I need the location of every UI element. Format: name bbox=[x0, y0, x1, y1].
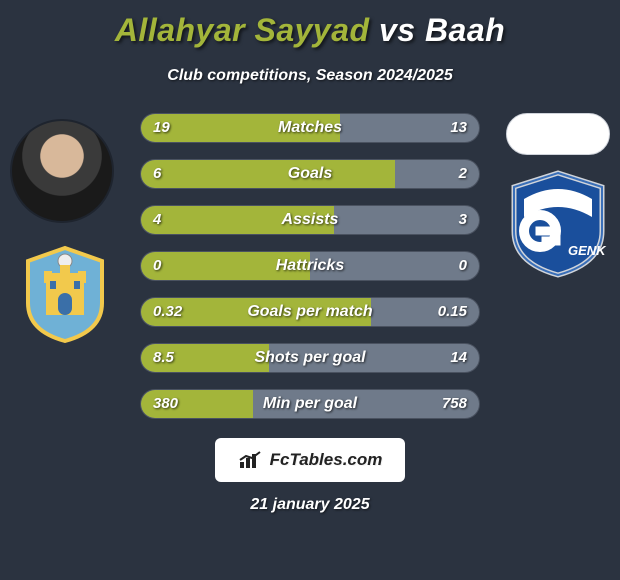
vs-text: vs bbox=[379, 12, 416, 48]
stat-value-right: 0.15 bbox=[438, 298, 467, 326]
stat-value-right: 14 bbox=[450, 344, 467, 372]
stat-value-right: 758 bbox=[442, 390, 467, 418]
player1-name: Allahyar Sayyad bbox=[115, 12, 370, 48]
stat-label: Goals per match bbox=[141, 298, 479, 326]
brand-text: FcTables.com bbox=[270, 450, 383, 470]
brand-badge: FcTables.com bbox=[215, 438, 405, 482]
stat-value-right: 2 bbox=[459, 160, 467, 188]
subtitle: Club competitions, Season 2024/2025 bbox=[0, 67, 620, 85]
chart-icon bbox=[238, 450, 264, 470]
stat-label: Matches bbox=[141, 114, 479, 142]
stat-label: Min per goal bbox=[141, 390, 479, 418]
westerlo-crest-icon bbox=[20, 243, 110, 343]
player2-avatar bbox=[506, 113, 610, 155]
stat-row: 380Min per goal758 bbox=[140, 389, 480, 419]
stat-value-right: 13 bbox=[450, 114, 467, 142]
genk-crest-icon: GENK bbox=[506, 169, 610, 279]
stat-label: Shots per goal bbox=[141, 344, 479, 372]
date-text: 21 january 2025 bbox=[0, 496, 620, 514]
player1-avatar bbox=[10, 119, 114, 223]
genk-text: GENK bbox=[568, 243, 607, 258]
stat-row: 6Goals2 bbox=[140, 159, 480, 189]
stat-label: Assists bbox=[141, 206, 479, 234]
stat-row: 19Matches13 bbox=[140, 113, 480, 143]
stat-row: 0.32Goals per match0.15 bbox=[140, 297, 480, 327]
stat-row: 8.5Shots per goal14 bbox=[140, 343, 480, 373]
stat-label: Hattricks bbox=[141, 252, 479, 280]
stat-bars: 19Matches13 6Goals2 4Assists3 0Hattricks0 0.… bbox=[140, 113, 480, 435]
stat-value-right: 3 bbox=[459, 206, 467, 234]
content-area: GENK 19Matches13 6Goals2 4Assists3 0Hattric… bbox=[0, 113, 620, 453]
stat-value-right: 0 bbox=[459, 252, 467, 280]
stat-label: Goals bbox=[141, 160, 479, 188]
player2-name: Baah bbox=[425, 12, 505, 48]
stat-row: 4Assists3 bbox=[140, 205, 480, 235]
stat-row: 0Hattricks0 bbox=[140, 251, 480, 281]
comparison-title: Allahyar Sayyad vs Baah bbox=[0, 0, 620, 49]
